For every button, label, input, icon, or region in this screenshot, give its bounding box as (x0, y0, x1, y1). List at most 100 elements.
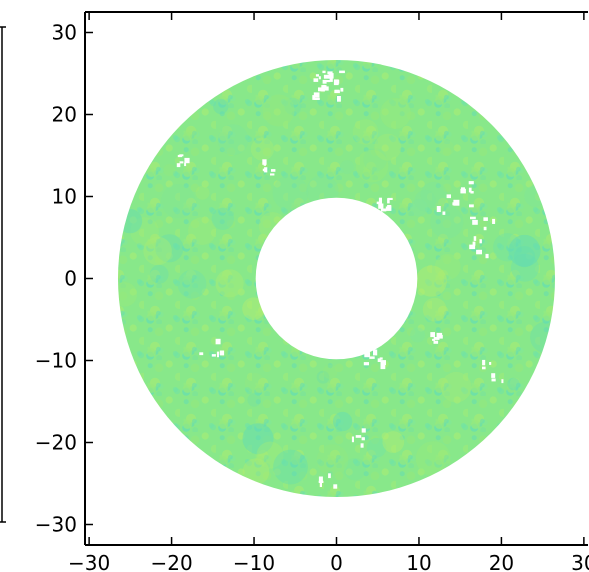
heat-patch (262, 94, 295, 127)
heat-patch (160, 184, 196, 219)
heat-patch (188, 217, 217, 245)
x-tick-label: 30 (571, 551, 589, 572)
heat-patch (177, 269, 207, 299)
data-gap (264, 167, 268, 173)
data-gap (468, 181, 474, 185)
data-gap (319, 481, 322, 487)
heat-patch (306, 174, 339, 207)
heat-patch (242, 458, 270, 486)
data-gap (184, 162, 187, 167)
data-gap (476, 249, 482, 255)
data-gap (313, 78, 319, 82)
heat-patch (332, 411, 353, 432)
data-gap (433, 337, 440, 340)
data-gap (314, 97, 320, 100)
data-gap (263, 160, 266, 166)
y-tick-label: −20 (35, 431, 77, 455)
heat-patch (143, 236, 172, 266)
data-gap (482, 359, 486, 366)
data-gap (323, 74, 330, 79)
heat-patch (316, 370, 330, 384)
data-gap (377, 358, 382, 362)
heat-patch (258, 212, 287, 240)
x-tick-label: 0 (330, 551, 343, 572)
heat-patch (242, 297, 265, 321)
data-gap (473, 236, 477, 241)
data-gap (436, 332, 443, 338)
heat-patch (380, 98, 411, 129)
y-tick-label: −10 (35, 349, 77, 373)
data-gap (469, 204, 474, 208)
heat-patch (352, 119, 379, 145)
data-gap (176, 163, 181, 168)
data-gap (430, 332, 435, 338)
heat-patch (213, 98, 229, 115)
data-gap (378, 197, 382, 204)
heat-patch (355, 149, 389, 183)
data-gap (329, 78, 333, 82)
data-gap (363, 362, 369, 366)
heat-patch (363, 148, 387, 172)
y-axis: −30 −20 −10 0 10 20 30 (35, 21, 93, 537)
heat-patch (215, 269, 244, 298)
heat-patch (340, 160, 355, 175)
data-gap (485, 253, 489, 259)
heat-patch (410, 327, 426, 343)
data-gap (340, 87, 344, 92)
data-gap (328, 473, 331, 479)
heat-patch (322, 364, 338, 380)
data-gap (318, 476, 323, 482)
data-gap (387, 205, 392, 208)
data-gap (271, 169, 276, 172)
data-gap (380, 363, 386, 370)
data-gap (453, 199, 460, 206)
data-gap (322, 70, 326, 74)
y-tick-label: 20 (52, 103, 77, 127)
heat-patch (149, 264, 169, 284)
heat-patch (117, 208, 143, 234)
heat-patch (273, 449, 308, 485)
data-gap (360, 443, 364, 448)
heat-patch (414, 189, 437, 212)
heat-patch (155, 234, 184, 263)
heat-patch (420, 181, 448, 209)
data-gap (483, 226, 487, 231)
heat-patch (440, 371, 472, 403)
data-gap (321, 87, 325, 92)
heat-patch (438, 140, 455, 156)
data-gap (433, 340, 439, 344)
heat-patch (242, 423, 274, 455)
x-tick-label: 20 (489, 551, 514, 572)
heat-patch (513, 246, 536, 268)
data-gap (179, 161, 184, 164)
heat-patch (256, 441, 284, 469)
heat-patch (272, 175, 309, 211)
heat-patch (343, 458, 367, 481)
data-gap (442, 211, 446, 215)
data-gap (378, 203, 384, 209)
data-gap (491, 378, 496, 382)
data-gap (379, 357, 383, 360)
heat-patch (163, 164, 176, 177)
data-gap (312, 95, 316, 100)
x-axis: −30 −20 −10 0 10 20 30 (68, 12, 589, 572)
heat-patch (415, 441, 451, 477)
data-gap (215, 338, 221, 345)
heat-patch (112, 282, 138, 307)
data-gap (470, 191, 474, 194)
data-gap (373, 349, 378, 356)
data-gap (387, 198, 390, 204)
data-gap (316, 74, 319, 77)
data-gap (211, 354, 216, 357)
heat-patch (382, 431, 405, 453)
heat-patch (507, 377, 520, 391)
heat-patch (410, 199, 428, 217)
y-tick-label: 30 (52, 21, 77, 45)
heat-patch (247, 393, 261, 407)
data-gap (328, 73, 334, 79)
heat-patch (195, 185, 210, 200)
data-gap (262, 168, 266, 172)
